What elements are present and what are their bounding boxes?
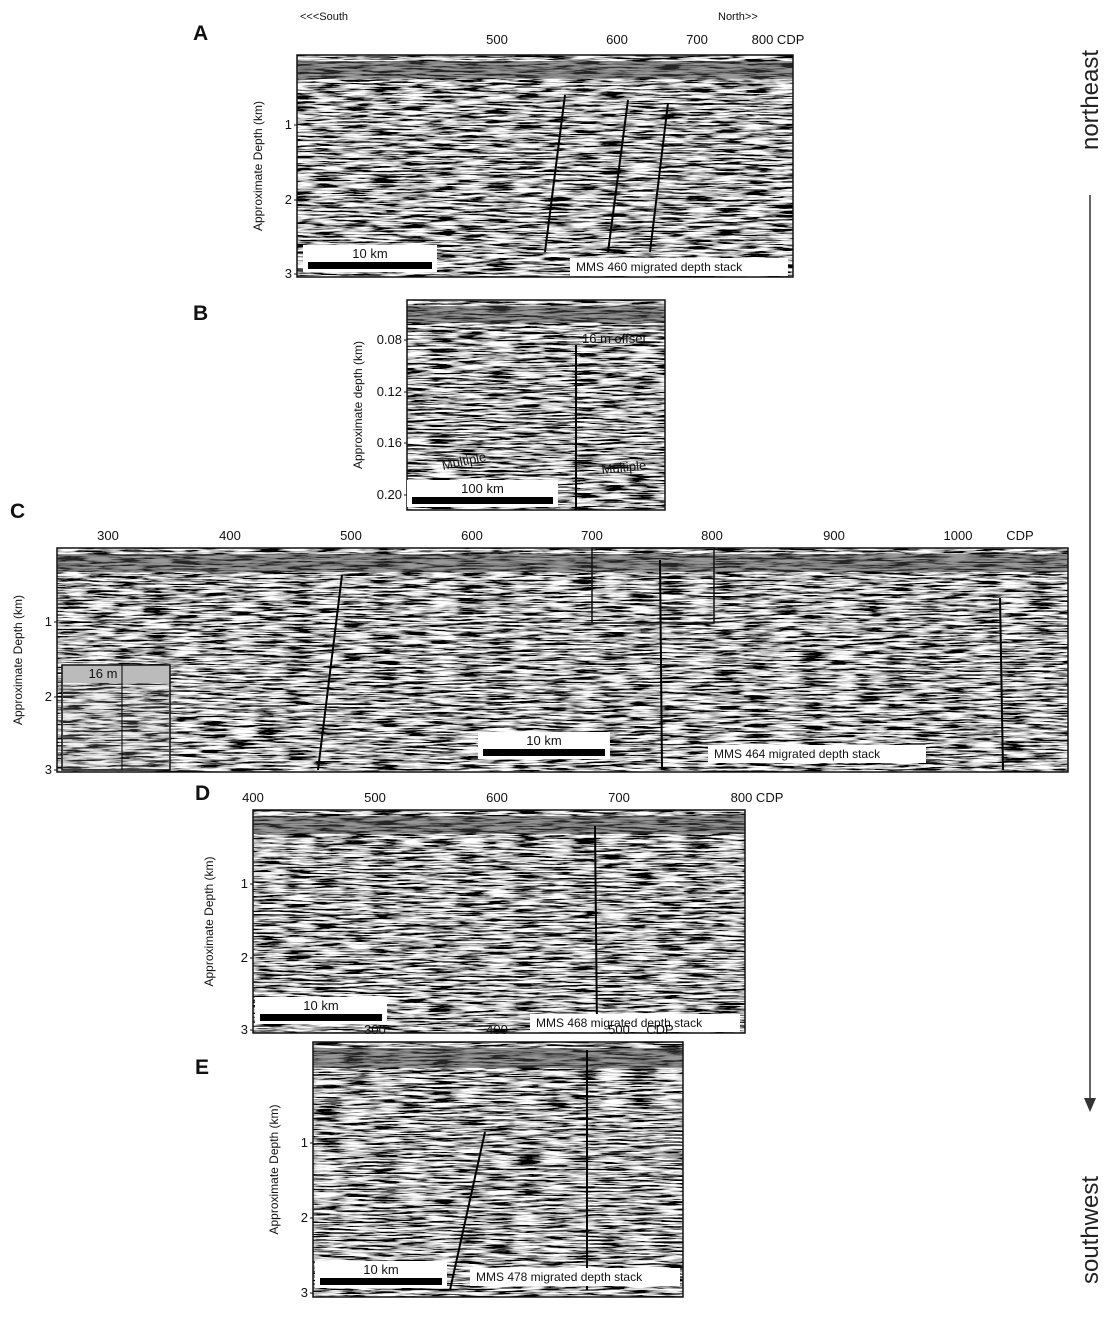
panel-label: A — [193, 22, 208, 45]
scale-bar — [260, 1014, 382, 1021]
x-tick-label: 600 — [606, 32, 628, 47]
x-tick-label: 400 — [486, 1022, 508, 1037]
orientation-top: northeast — [1077, 50, 1104, 150]
inset-label: 16 m — [89, 666, 118, 681]
y-axis-label: Approximate Depth (km) — [251, 101, 265, 231]
y-tick-label: 2 — [241, 950, 248, 965]
scale-bar-label: 10 km — [363, 1262, 398, 1277]
x-tick-label: 300 — [364, 1022, 386, 1037]
y-tick-label: 3 — [45, 762, 52, 777]
direction-label: North>> — [718, 11, 758, 23]
seafloor-band — [313, 1048, 683, 1068]
seafloor-band — [253, 816, 745, 834]
x-tick-label: 400 — [242, 790, 264, 805]
seafloor-band — [297, 61, 793, 79]
panel: B 0.08 0.12 0.16 0.20 Approximate depth (km) 1… — [193, 300, 665, 510]
panel-label: B — [193, 302, 208, 325]
scale-bar — [483, 749, 605, 756]
x-tick-label: 1000 — [944, 528, 973, 543]
x-tick-label: 700 — [581, 528, 603, 543]
y-tick-label: 0.16 — [377, 435, 402, 450]
y-axis-label: Approximate Depth (km) — [267, 1104, 281, 1234]
seismic-image — [313, 1042, 683, 1297]
y-tick-label: 2 — [45, 689, 52, 704]
scale-bar-label: 100 km — [461, 481, 504, 496]
x-tick-label: 500 — [608, 1022, 630, 1037]
x-tick-label: 500 — [486, 32, 508, 47]
y-tick-label: 1 — [285, 117, 292, 132]
scale-bar — [308, 262, 432, 269]
y-tick-label: 0.08 — [377, 332, 402, 347]
y-tick-label: 3 — [301, 1285, 308, 1300]
x-tick-label: 300 — [97, 528, 119, 543]
inset-texture — [63, 683, 169, 769]
y-tick-label: 3 — [285, 266, 292, 281]
x-tick-label: 800 CDP — [752, 32, 805, 47]
x-tick-label: 400 — [219, 528, 241, 543]
y-axis-label: Approximate depth (km) — [351, 341, 365, 469]
panel-label: D — [195, 782, 210, 805]
y-axis-label: Approximate Depth (km) — [202, 856, 216, 986]
scale-bar — [412, 497, 553, 504]
figure: northeast southwest A <<<South North>> 500 6… — [0, 0, 1108, 1324]
panel-label: E — [195, 1056, 209, 1079]
x-tick-label: 700 — [608, 790, 630, 805]
seafloor-band — [407, 306, 665, 323]
x-tick-label: 800 CDP — [731, 790, 784, 805]
scale-bar-label: 10 km — [352, 246, 387, 261]
y-tick-label: 2 — [301, 1210, 308, 1225]
y-axis-label: Approximate Depth (km) — [11, 595, 25, 725]
arrow-head — [1084, 1098, 1096, 1112]
orientation-bottom: southwest — [1077, 1176, 1104, 1284]
y-tick-label: 1 — [45, 614, 52, 629]
y-tick-label: 3 — [241, 1022, 248, 1037]
y-tick-label: 1 — [301, 1135, 308, 1150]
x-tick-label: 500 — [340, 528, 362, 543]
x-tick-label: 700 — [686, 32, 708, 47]
scale-bar — [320, 1278, 442, 1285]
x-tick-label: 500 — [364, 790, 386, 805]
panel: 16 m C 300 400 500 600 700 800 900 1000 CDP 1 2 3 Appr… — [10, 500, 1068, 777]
panel: A <<<South North>> 500 600 700 800 CDP 1 2 3 Appro… — [193, 11, 804, 281]
x-tick-label: CDP — [646, 1022, 673, 1037]
y-tick-label: 0.12 — [377, 384, 402, 399]
caption: MMS 478 migrated depth stack — [476, 1270, 643, 1284]
panel: E 300 400 500 CDP 1 2 3 Approximate Depth (km) 10… — [195, 1022, 683, 1300]
caption: MMS 460 migrated depth stack — [576, 260, 743, 274]
x-tick-label: 900 — [823, 528, 845, 543]
seismic-image — [297, 55, 793, 277]
seafloor-band — [57, 554, 1068, 572]
panel: D 400 500 600 700 800 CDP 1 2 3 Approximate Depth… — [195, 782, 783, 1037]
x-tick-label: 600 — [461, 528, 483, 543]
y-tick-label: 0.20 — [377, 487, 402, 502]
scale-bar-label: 10 km — [303, 998, 338, 1013]
annotation: 16 m offset — [582, 331, 646, 346]
scale-bar-label: 10 km — [526, 733, 561, 748]
x-tick-label: CDP — [1006, 528, 1033, 543]
panel-label: C — [10, 500, 25, 523]
caption: MMS 464 migrated depth stack — [714, 747, 881, 761]
x-tick-label: 800 — [701, 528, 723, 543]
direction-label: <<<South — [300, 11, 348, 23]
y-tick-label: 2 — [285, 192, 292, 207]
y-tick-label: 1 — [241, 876, 248, 891]
x-tick-label: 600 — [486, 790, 508, 805]
